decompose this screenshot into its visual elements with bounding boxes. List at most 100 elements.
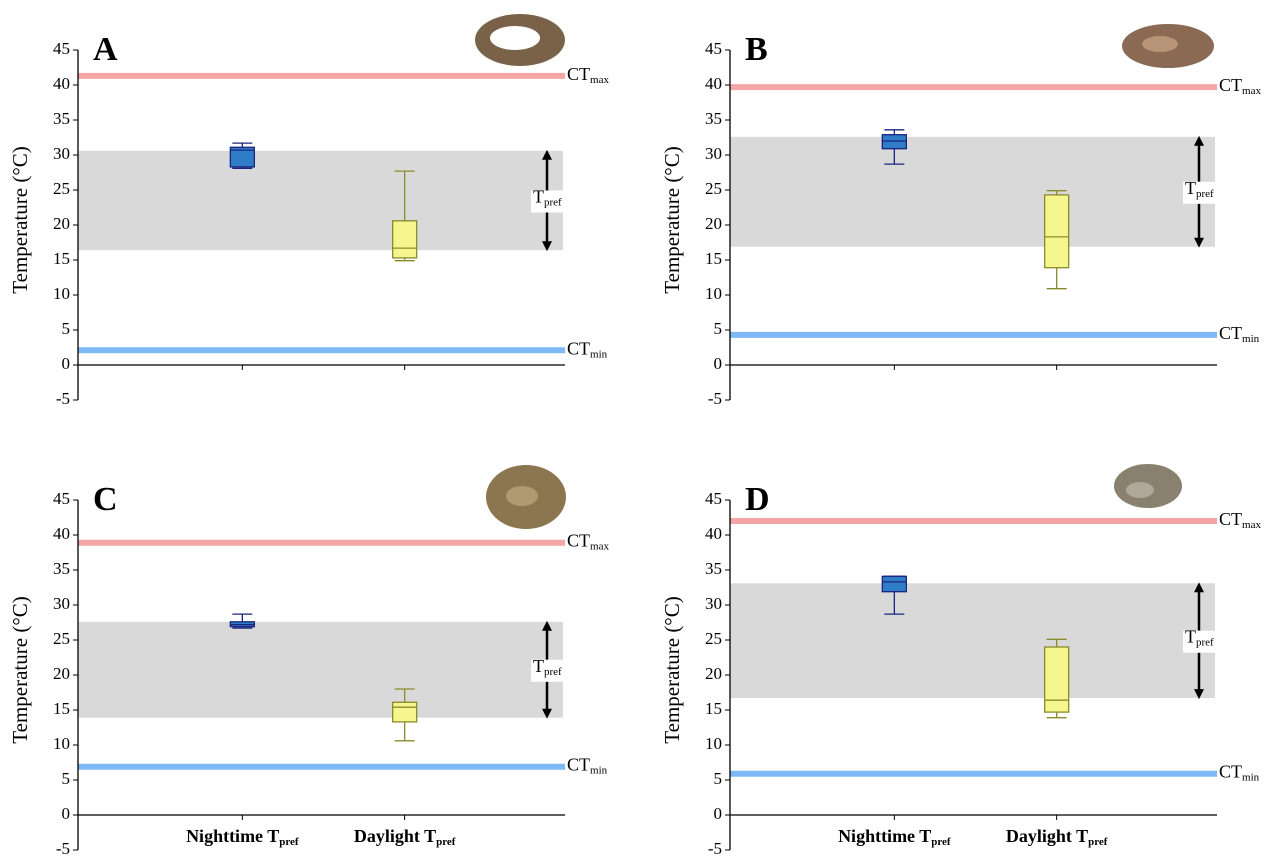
- ct-label: CTmin: [1219, 762, 1260, 783]
- x-tick-label-main: Daylight T: [1006, 826, 1088, 846]
- ct-label-main: CT: [567, 64, 590, 84]
- y-tick-label: 30: [53, 594, 70, 613]
- y-tick-label: 15: [53, 699, 70, 718]
- ct-label-sub: max: [1242, 519, 1261, 531]
- panel-label: D: [745, 481, 770, 518]
- y-tick-label: 25: [705, 629, 722, 648]
- y-tick-label: 30: [53, 144, 70, 163]
- ct-label-sub: max: [1242, 85, 1261, 97]
- y-tick-label: 10: [705, 284, 722, 303]
- y-tick-label: 35: [705, 559, 722, 578]
- panel: TprefCTmaxCTmin-5051015202530354045Tempe…: [8, 481, 610, 858]
- ct-label-main: CT: [567, 531, 590, 551]
- box: [1045, 647, 1069, 712]
- x-tick-label-main: Daylight T: [354, 826, 436, 846]
- ct-label: CTmax: [1219, 509, 1261, 530]
- y-tick-label: 0: [714, 804, 723, 823]
- y-tick-label: 10: [53, 734, 70, 753]
- y-axis-title: Temperature (°C): [8, 596, 32, 743]
- y-tick-label: 15: [53, 249, 70, 268]
- ct-label-main: CT: [1219, 509, 1242, 529]
- y-tick-label: 20: [53, 214, 70, 233]
- y-tick-label: 10: [53, 284, 70, 303]
- y-tick-label: 20: [705, 214, 722, 233]
- y-tick-label: 40: [53, 524, 70, 543]
- snake-photo: [475, 14, 1214, 529]
- y-tick-label: 5: [714, 319, 723, 338]
- y-tick-label: 30: [705, 594, 722, 613]
- x-tick-label: Nighttime Tpref: [838, 826, 951, 847]
- ct-label-main: CT: [1219, 75, 1242, 95]
- y-tick-label: 40: [53, 74, 70, 93]
- x-tick-label: Nighttime Tpref: [186, 826, 299, 847]
- x-tick-label: Daylight Tpref: [1006, 826, 1108, 847]
- y-tick-label: 5: [714, 769, 723, 788]
- x-tick-label-main: Nighttime T: [838, 826, 931, 846]
- ct-label-main: CT: [567, 755, 590, 775]
- y-axis-title: Temperature (°C): [8, 146, 32, 293]
- y-tick-label: -5: [56, 839, 70, 858]
- x-tick-label: Daylight Tpref: [354, 826, 456, 847]
- tpref-label-main: T: [1185, 627, 1196, 647]
- y-tick-label: 5: [62, 769, 71, 788]
- ct-label-sub: min: [590, 348, 608, 360]
- y-tick-label: 45: [705, 39, 722, 58]
- y-tick-label: -5: [56, 389, 70, 408]
- y-tick-label: 20: [53, 664, 70, 683]
- y-tick-label: 40: [705, 524, 722, 543]
- x-tick-label-sub: pref: [931, 836, 951, 848]
- box: [1045, 195, 1069, 268]
- y-tick-label: -5: [708, 389, 722, 408]
- box: [393, 221, 417, 258]
- y-tick-label: 35: [705, 109, 722, 128]
- tpref-band: [78, 151, 563, 250]
- tpref-label-sub: pref: [1196, 187, 1214, 199]
- y-tick-label: 15: [705, 249, 722, 268]
- y-tick-label: 45: [53, 39, 70, 58]
- y-axis-title: Temperature (°C): [660, 596, 684, 743]
- ct-label-main: CT: [567, 338, 590, 358]
- y-tick-label: 0: [714, 354, 723, 373]
- ct-label-sub: max: [590, 540, 609, 552]
- box: [882, 135, 906, 149]
- ct-label-sub: max: [590, 73, 609, 85]
- tpref-band: [78, 622, 563, 718]
- y-tick-label: -5: [708, 839, 722, 858]
- tpref-label-sub: pref: [1196, 636, 1214, 648]
- tpref-label-main: T: [533, 187, 544, 207]
- x-tick-label-main: Nighttime T: [186, 826, 279, 846]
- ct-label: CTmin: [567, 338, 608, 359]
- y-tick-label: 35: [53, 559, 70, 578]
- ct-label: CTmin: [1219, 323, 1260, 344]
- y-tick-label: 30: [705, 144, 722, 163]
- panel-label: B: [745, 31, 768, 68]
- tpref-label-sub: pref: [544, 196, 562, 208]
- tpref-band: [730, 137, 1215, 247]
- ct-label-main: CT: [1219, 762, 1242, 782]
- ct-label-main: CT: [1219, 323, 1242, 343]
- y-tick-label: 0: [62, 354, 71, 373]
- y-axis-title: Temperature (°C): [660, 146, 684, 293]
- panel: TprefCTmaxCTmin-5051015202530354045Tempe…: [660, 481, 1262, 858]
- panel-label: C: [93, 481, 118, 518]
- y-tick-label: 40: [705, 74, 722, 93]
- panel-label: A: [93, 31, 118, 68]
- y-tick-label: 25: [53, 629, 70, 648]
- x-tick-label-sub: pref: [1088, 836, 1108, 848]
- figure: TprefCTmaxCTmin-5051015202530354045Tempe…: [0, 0, 1279, 859]
- x-tick-label-sub: pref: [279, 836, 299, 848]
- ct-label-sub: min: [590, 764, 608, 776]
- y-tick-label: 0: [62, 804, 71, 823]
- tpref-label-sub: pref: [544, 665, 562, 677]
- y-tick-label: 25: [705, 179, 722, 198]
- panel: TprefCTmaxCTmin-5051015202530354045Tempe…: [8, 31, 610, 408]
- tpref-label-main: T: [533, 656, 544, 676]
- y-tick-label: 45: [705, 489, 722, 508]
- ct-label-sub: min: [1242, 332, 1260, 344]
- box: [393, 702, 417, 722]
- y-tick-label: 10: [705, 734, 722, 753]
- ct-label: CTmax: [567, 64, 609, 85]
- y-tick-label: 15: [705, 699, 722, 718]
- x-tick-label-sub: pref: [436, 836, 456, 848]
- box: [882, 576, 906, 591]
